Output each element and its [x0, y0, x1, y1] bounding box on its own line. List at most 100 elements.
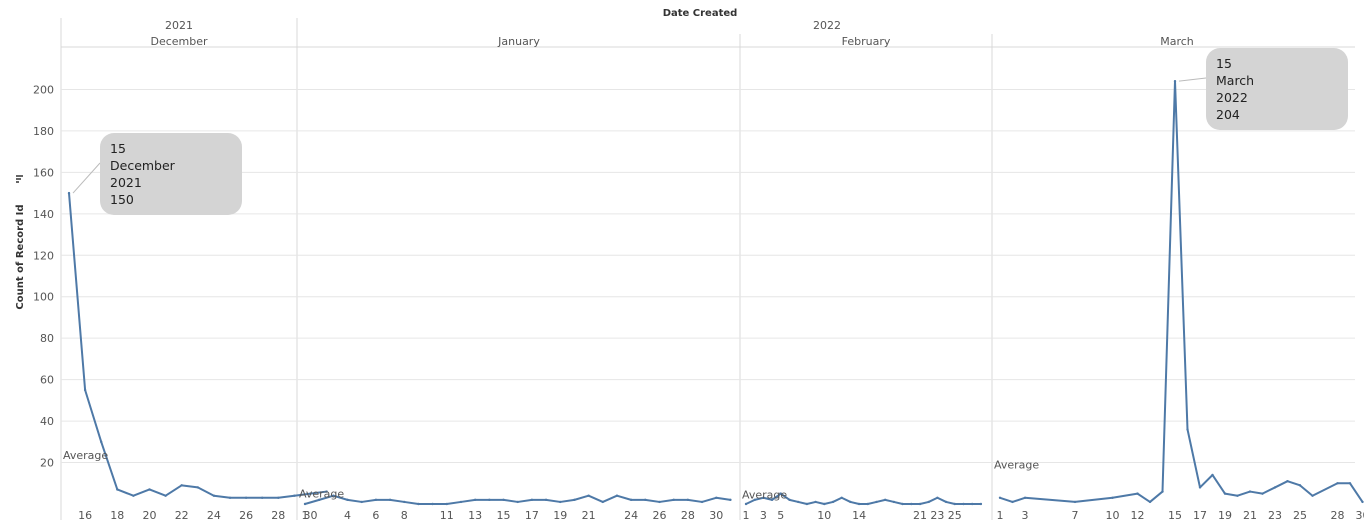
- data-point[interactable]: [1136, 492, 1139, 495]
- data-point[interactable]: [346, 498, 349, 502]
- data-point[interactable]: [849, 500, 852, 504]
- data-point[interactable]: [1173, 79, 1177, 83]
- data-point[interactable]: [374, 498, 378, 502]
- data-point[interactable]: [148, 488, 151, 491]
- data-point[interactable]: [715, 496, 718, 499]
- data-point[interactable]: [196, 486, 199, 489]
- data-point[interactable]: [805, 502, 809, 506]
- data-point[interactable]: [601, 500, 604, 504]
- data-point[interactable]: [840, 496, 843, 499]
- data-point[interactable]: [293, 494, 296, 497]
- data-point[interactable]: [615, 494, 619, 497]
- data-point[interactable]: [212, 494, 216, 497]
- data-point[interactable]: [261, 496, 264, 499]
- data-point[interactable]: [927, 500, 930, 504]
- data-point[interactable]: [779, 492, 782, 495]
- data-point[interactable]: [502, 498, 505, 502]
- data-point[interactable]: [530, 498, 534, 502]
- data-point[interactable]: [388, 498, 392, 502]
- data-point[interactable]: [332, 494, 335, 497]
- data-point[interactable]: [100, 440, 103, 444]
- data-point[interactable]: [857, 502, 861, 506]
- data-point[interactable]: [788, 498, 791, 502]
- data-point[interactable]: [1111, 496, 1114, 499]
- data-point[interactable]: [1336, 482, 1339, 485]
- data-point[interactable]: [277, 496, 280, 499]
- data-point[interactable]: [797, 500, 800, 504]
- data-point[interactable]: [116, 488, 119, 491]
- data-point[interactable]: [573, 498, 576, 502]
- data-point[interactable]: [488, 498, 491, 502]
- data-point[interactable]: [629, 498, 633, 502]
- data-point[interactable]: [83, 388, 87, 392]
- data-point[interactable]: [309, 492, 312, 495]
- data-point[interactable]: [1273, 486, 1277, 489]
- data-point[interactable]: [228, 496, 232, 499]
- data-point[interactable]: [672, 498, 675, 502]
- data-point[interactable]: [910, 502, 913, 506]
- data-point[interactable]: [892, 500, 896, 504]
- data-point[interactable]: [998, 496, 1002, 499]
- data-point[interactable]: [459, 500, 463, 504]
- data-point[interactable]: [317, 498, 321, 502]
- data-point[interactable]: [1011, 500, 1014, 504]
- data-point[interactable]: [1261, 492, 1264, 495]
- data-point[interactable]: [1236, 494, 1239, 497]
- data-point[interactable]: [544, 498, 548, 502]
- data-point[interactable]: [1248, 490, 1252, 493]
- data-point[interactable]: [360, 500, 363, 504]
- data-point[interactable]: [132, 494, 135, 497]
- data-point[interactable]: [164, 494, 167, 497]
- data-point[interactable]: [1161, 490, 1164, 493]
- data-point[interactable]: [875, 500, 878, 504]
- data-point[interactable]: [823, 502, 826, 506]
- data-point[interactable]: [1186, 428, 1189, 431]
- data-point[interactable]: [1148, 500, 1152, 504]
- data-point[interactable]: [473, 498, 477, 502]
- data-point[interactable]: [744, 502, 748, 506]
- data-point[interactable]: [953, 502, 956, 506]
- sort-descending-icon[interactable]: [16, 175, 23, 183]
- data-point[interactable]: [1286, 480, 1289, 483]
- data-point[interactable]: [962, 502, 965, 506]
- data-point[interactable]: [700, 500, 704, 504]
- data-point[interactable]: [936, 496, 939, 499]
- data-point[interactable]: [729, 498, 732, 502]
- data-point[interactable]: [658, 500, 661, 504]
- data-point[interactable]: [814, 500, 817, 504]
- data-point[interactable]: [1298, 484, 1302, 487]
- data-point[interactable]: [244, 496, 248, 499]
- data-point[interactable]: [770, 498, 774, 502]
- data-point[interactable]: [431, 502, 434, 506]
- data-point[interactable]: [979, 502, 983, 506]
- data-point[interactable]: [67, 191, 71, 195]
- data-point[interactable]: [884, 498, 887, 502]
- data-point[interactable]: [686, 498, 690, 502]
- data-point[interactable]: [1023, 496, 1027, 499]
- data-point[interactable]: [1198, 486, 1202, 489]
- data-point[interactable]: [944, 500, 948, 504]
- data-point[interactable]: [403, 500, 406, 504]
- data-point[interactable]: [866, 502, 869, 506]
- data-point[interactable]: [1311, 494, 1314, 497]
- data-point[interactable]: [180, 484, 183, 487]
- data-point[interactable]: [918, 502, 922, 506]
- data-point[interactable]: [1348, 482, 1352, 485]
- data-point[interactable]: [901, 502, 904, 506]
- data-point[interactable]: [303, 502, 307, 506]
- data-point[interactable]: [753, 498, 756, 502]
- data-point[interactable]: [1073, 500, 1077, 504]
- data-point[interactable]: [1223, 492, 1227, 495]
- data-point[interactable]: [971, 502, 974, 506]
- data-point[interactable]: [559, 500, 562, 504]
- data-point[interactable]: [445, 502, 448, 506]
- data-point[interactable]: [417, 502, 420, 506]
- data-point[interactable]: [831, 500, 835, 504]
- data-point[interactable]: [1361, 500, 1364, 504]
- data-point[interactable]: [762, 496, 765, 499]
- data-point[interactable]: [1211, 473, 1214, 477]
- data-point[interactable]: [587, 494, 590, 497]
- data-point[interactable]: [644, 498, 647, 502]
- data-point[interactable]: [325, 490, 328, 493]
- data-point[interactable]: [516, 500, 519, 504]
